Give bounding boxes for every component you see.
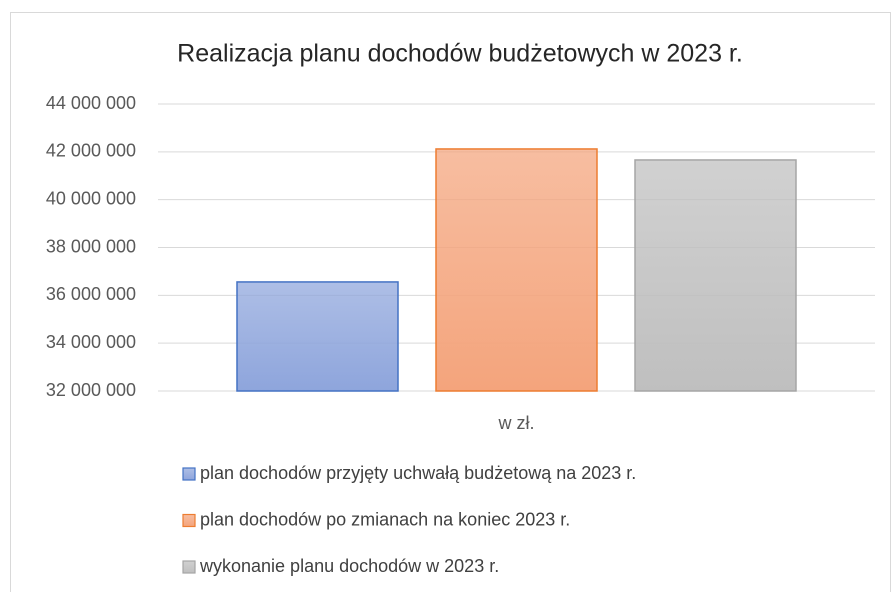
bar	[236, 281, 399, 392]
legend-label: wykonanie planu dochodów w 2023 r.	[199, 556, 499, 576]
legend-swatch	[182, 467, 196, 481]
y-tick-label: 36 000 000	[46, 284, 136, 304]
legend-swatch	[182, 560, 196, 574]
legend-swatch	[182, 513, 196, 528]
legend-label: plan dochodów przyjęty uchwałą budżetową…	[200, 463, 636, 483]
legend-label: plan dochodów po zmianach na koniec 2023…	[200, 509, 570, 529]
chart-title: Realizacja planu dochodów budżetowych w …	[177, 40, 743, 68]
x-tick-label: w zł.	[498, 413, 535, 433]
bar	[634, 159, 797, 392]
y-tick-label: 34 000 000	[46, 332, 136, 352]
y-tick-label: 40 000 000	[46, 188, 136, 208]
y-tick-label: 38 000 000	[46, 236, 136, 256]
y-tick-label: 32 000 000	[46, 380, 136, 400]
y-tick-label: 42 000 000	[46, 141, 136, 161]
y-tick-label: 44 000 000	[46, 93, 136, 113]
bar	[435, 148, 598, 392]
